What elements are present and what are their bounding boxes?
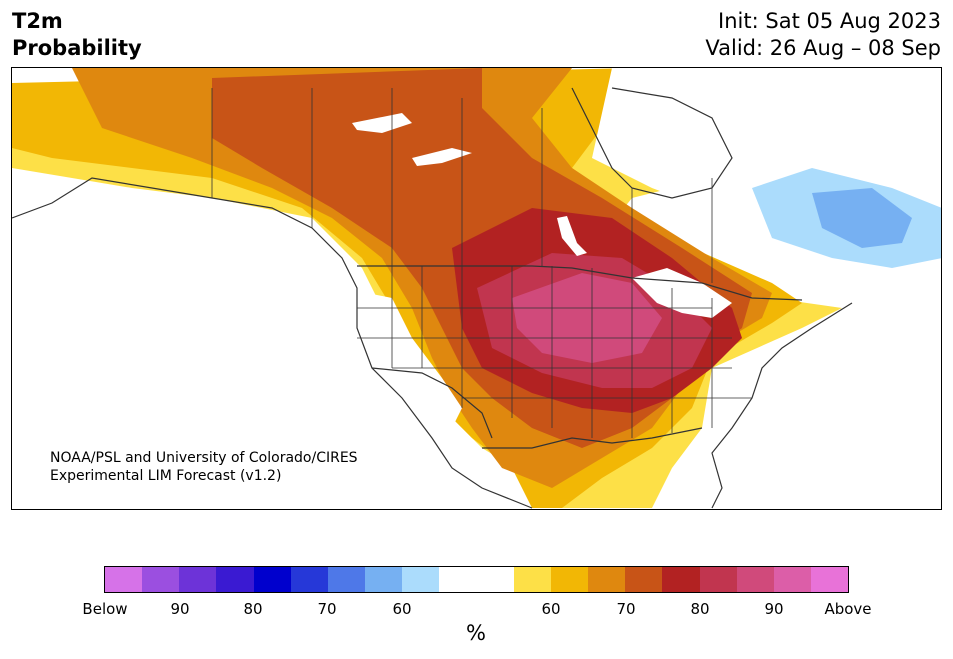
probability-shading: [12, 68, 941, 508]
colorbar-swatch: [402, 567, 440, 592]
credit-line-2: Experimental LIM Forecast (v1.2): [50, 468, 282, 484]
great-bear-lake: [352, 113, 412, 133]
us-mexico-border: [371, 367, 493, 439]
shade-below-mid: [812, 188, 912, 248]
colorbar-swatch: [365, 567, 403, 592]
hudson-bay: [571, 87, 733, 199]
colorbar-tick-label: 60: [392, 600, 412, 618]
shade-neutral-west: [342, 288, 462, 428]
valid-range: Valid: 26 Aug – 08 Sep: [705, 36, 941, 60]
forecast-dates: Init: Sat 05 Aug 2023 Valid: 26 Aug – 08…: [705, 8, 941, 62]
colorbar-swatch: [327, 567, 366, 592]
colorbar-swatch: [105, 567, 143, 592]
credit-line-1: NOAA/PSL and University of Colorado/CIRE…: [50, 450, 358, 466]
colorbar-tick-label: 80: [690, 600, 710, 618]
colorbar-swatch: [810, 567, 849, 592]
colorbar-swatch: [476, 567, 514, 592]
colorbar-swatch: [773, 567, 811, 592]
colorbar-tick-label: 70: [616, 600, 636, 618]
colorbar-swatch: [290, 567, 328, 592]
forecast-map: NOAA/PSL and University of Colorado/CIRE…: [11, 67, 942, 510]
colorbar-tick-label: 90: [170, 600, 190, 618]
lake-winnipeg: [557, 216, 587, 256]
title-variable: T2m: [12, 9, 63, 33]
shade-90: [512, 273, 662, 363]
map-title: T2m Probability: [12, 8, 142, 62]
boundaries: [12, 87, 853, 509]
great-lakes: [632, 268, 732, 318]
state-lines: [357, 266, 752, 438]
colorbar-swatch: [439, 567, 477, 592]
colorbar-swatch: [513, 567, 551, 592]
probability-colorbar: [104, 566, 849, 593]
colorbar-tick-label: 80: [243, 600, 263, 618]
colorbar-swatch: [142, 567, 180, 592]
colorbar-tick-label: 60: [541, 600, 561, 618]
colorbar-swatch: [216, 567, 254, 592]
colorbar-tick-label: Above: [824, 600, 872, 618]
gulf-coast: [482, 427, 703, 449]
province-lines: [211, 88, 713, 283]
colorbar-swatch: [179, 567, 217, 592]
colorbar-swatch: [699, 567, 737, 592]
colorbar-swatch: [588, 567, 626, 592]
pacific-coast: [12, 177, 533, 509]
map-canvas: [12, 68, 941, 509]
colorbar-swatch: [625, 567, 663, 592]
great-slave-lake: [412, 148, 472, 166]
colorbar-swatch: [736, 567, 774, 592]
colorbar-swatch: [662, 567, 700, 592]
colorbar-swatch: [253, 567, 291, 592]
colorbar-swatch: [550, 567, 589, 592]
colorbar-unit: %: [466, 621, 486, 645]
us-canada-border: [357, 265, 803, 301]
title-kind: Probability: [12, 36, 142, 60]
colorbar-tick-label: 90: [764, 600, 784, 618]
colorbar-tick-label: 70: [317, 600, 337, 618]
init-date: Init: Sat 05 Aug 2023: [718, 9, 941, 33]
map-credit: NOAA/PSL and University of Colorado/CIRE…: [50, 449, 358, 485]
colorbar-tick-label: Below: [82, 600, 128, 618]
